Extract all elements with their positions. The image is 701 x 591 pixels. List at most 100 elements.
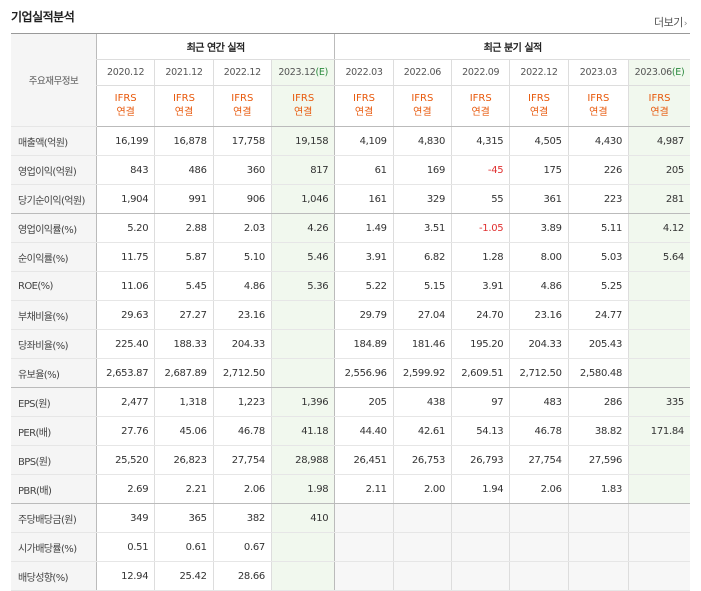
table-row: 배당성향(%) 12.94 25.42 28.66 <box>11 561 690 591</box>
table-cell: 382 <box>212 503 272 533</box>
accounting-standard-line2: 연결 <box>471 107 490 118</box>
table-cell <box>270 561 335 591</box>
accounting-standard-line2: 연결 <box>589 107 608 118</box>
accounting-standard: IFRS 연결 <box>154 85 214 127</box>
table-cell: 5.87 <box>154 242 214 272</box>
table-cell: 4,430 <box>567 126 629 156</box>
table-cell <box>509 532 569 562</box>
table-cell: 1,046 <box>270 184 335 214</box>
more-link[interactable]: 더보기› <box>654 14 688 30</box>
table-cell <box>334 503 394 533</box>
period-label: 2023.12 <box>278 67 316 78</box>
table-cell: 1.83 <box>567 474 629 504</box>
table-cell: 16,878 <box>154 126 214 156</box>
accounting-standard-line2: 연결 <box>174 107 194 118</box>
table-cell: 817 <box>270 155 335 185</box>
table-cell <box>628 358 690 388</box>
table-row: 당좌비율(%) 225.40 188.33 204.33 184.89 181.46 195… <box>11 329 690 359</box>
table-cell: 2.06 <box>509 474 569 504</box>
table-cell: 11.06 <box>95 271 155 301</box>
table-cell: 360 <box>212 155 272 185</box>
table-cell: 23.16 <box>212 300 272 330</box>
table-row: 순이익률(%) 11.75 5.87 5.10 5.46 3.91 6.82 1.28 8.00… <box>11 242 690 272</box>
table-cell <box>628 474 690 504</box>
row-label: 시가배당률(%) <box>11 532 97 562</box>
table-cell: 23.16 <box>509 300 569 330</box>
table-cell: 205 <box>628 155 690 185</box>
accounting-standard: IFRS 연결 <box>270 85 335 127</box>
table-cell <box>270 532 335 562</box>
table-row: 유보율(%) 2,653.87 2,687.89 2,712.50 2,556.96 2,… <box>11 358 690 388</box>
more-label: 더보기 <box>654 16 683 29</box>
table-cell: 335 <box>628 387 690 417</box>
table-cell: 26,451 <box>334 445 394 475</box>
table-cell: 2,599.92 <box>392 358 452 388</box>
table-cell: 46.78 <box>509 416 569 446</box>
table-cell: 11.75 <box>95 242 155 272</box>
accounting-standard: IFRS 연결 <box>567 85 629 127</box>
table-cell: 27,596 <box>567 445 629 475</box>
table-cell: 16,199 <box>95 126 155 156</box>
table-cell: 5.45 <box>154 271 214 301</box>
period-label: 2023.03 <box>579 67 617 78</box>
table-cell: 24.77 <box>567 300 629 330</box>
table-cell <box>628 271 690 301</box>
accounting-standard-line1: IFRS <box>231 93 254 104</box>
period-header: 2022.12 <box>509 59 569 86</box>
table-cell: 5.22 <box>334 271 394 301</box>
table-cell: 12.94 <box>95 561 155 591</box>
table-cell: 0.67 <box>212 532 272 562</box>
table-cell: 2,687.89 <box>154 358 214 388</box>
period-label: 2020.12 <box>107 67 145 78</box>
table-cell: 5.25 <box>567 271 629 301</box>
table-cell <box>392 532 452 562</box>
accounting-standard: IFRS 연결 <box>392 85 452 127</box>
table-cell: 27.04 <box>392 300 452 330</box>
table-cell: 17,758 <box>212 126 272 156</box>
table-cell <box>334 532 394 562</box>
table-cell <box>567 532 629 562</box>
table-cell <box>270 329 335 359</box>
period-header: 2021.12 <box>154 59 214 86</box>
table-cell: 184.89 <box>334 329 394 359</box>
row-label: EPS(원) <box>11 387 97 417</box>
accounting-standard-line2: 연결 <box>116 107 135 118</box>
table-cell: 1.49 <box>334 213 394 243</box>
table-cell: 5.20 <box>95 213 155 243</box>
table-cell <box>628 561 690 591</box>
table-cell: 483 <box>509 387 569 417</box>
table-row: 시가배당률(%) 0.51 0.61 0.67 <box>11 532 690 562</box>
table-cell: 28.66 <box>212 561 272 591</box>
table-row: BPS(원) 25,520 26,823 27,754 28,988 26,451 26,7… <box>11 445 690 475</box>
table-cell <box>628 532 690 562</box>
table-cell: 161 <box>334 184 394 214</box>
table-cell: 3.51 <box>392 213 452 243</box>
table-cell: 0.61 <box>154 532 214 562</box>
table-cell <box>392 503 452 533</box>
row-label: 부채비율(%) <box>11 300 97 330</box>
table-cell: 1,396 <box>270 387 335 417</box>
table-cell: 2,712.50 <box>212 358 272 388</box>
table-cell: 27,754 <box>509 445 569 475</box>
table-cell: 4.86 <box>509 271 569 301</box>
estimate-tag: (E) <box>671 67 685 78</box>
row-label: 당좌비율(%) <box>11 329 97 359</box>
accounting-standard: IFRS 연결 <box>334 85 394 127</box>
table-cell: 843 <box>95 155 155 185</box>
table-cell: 2,580.48 <box>567 358 629 388</box>
table-cell: 2,477 <box>95 387 155 417</box>
table-cell: 4.12 <box>628 213 690 243</box>
table-cell: 3.91 <box>334 242 394 272</box>
table-cell: 26,753 <box>392 445 452 475</box>
table-cell: 8.00 <box>509 242 569 272</box>
table-cell <box>270 300 335 330</box>
row-label: PER(배) <box>11 416 97 446</box>
table-cell: 0.51 <box>95 532 155 562</box>
accounting-standard: IFRS 연결 <box>212 85 272 127</box>
table-cell: -1.05 <box>451 213 510 243</box>
accounting-standard-line1: IFRS <box>114 93 137 104</box>
table-cell: 1.28 <box>451 242 510 272</box>
table-cell: 226 <box>567 155 629 185</box>
table-cell: 2.06 <box>212 474 272 504</box>
period-label: 2023.06 <box>634 67 672 78</box>
